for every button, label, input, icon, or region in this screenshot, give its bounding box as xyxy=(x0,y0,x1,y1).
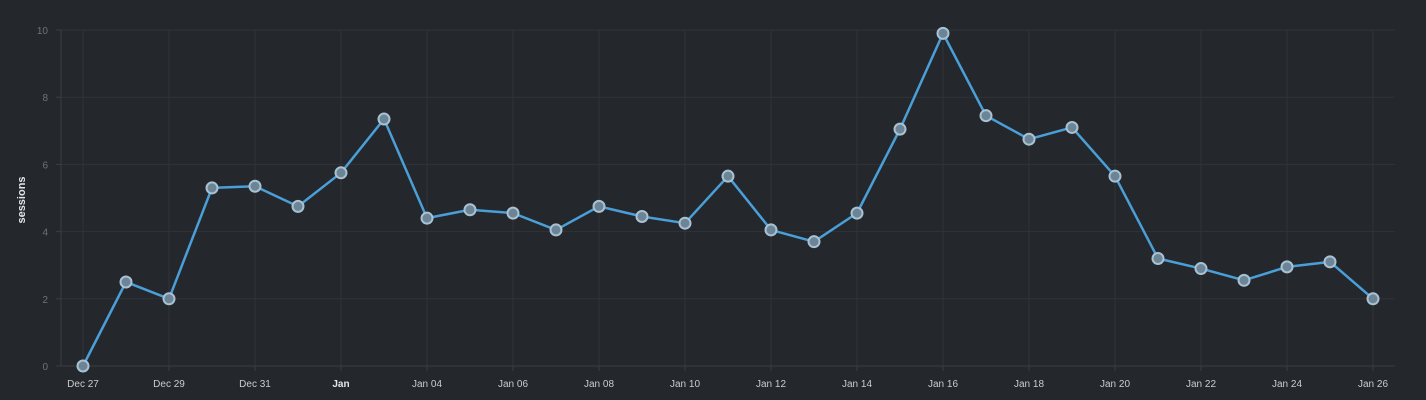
data-point[interactable] xyxy=(1280,260,1294,274)
data-point[interactable] xyxy=(1194,262,1208,276)
y-tick-label: 8 xyxy=(42,93,48,104)
data-point[interactable] xyxy=(1022,132,1036,146)
data-point[interactable] xyxy=(420,211,434,225)
data-point[interactable] xyxy=(979,109,993,123)
x-tick-label: Jan 24 xyxy=(1272,379,1302,390)
data-points xyxy=(76,26,1380,373)
y-axis-ticks: 0 2 4 6 8 10 xyxy=(37,26,49,373)
data-point[interactable] xyxy=(1366,292,1380,306)
data-point[interactable] xyxy=(248,179,262,193)
series xyxy=(81,32,1374,367)
y-tick-label: 0 xyxy=(42,362,48,373)
x-tick-label: Jan 26 xyxy=(1358,379,1388,390)
data-point[interactable] xyxy=(721,169,735,183)
data-point[interactable] xyxy=(119,275,133,289)
x-tick-label: Jan 06 xyxy=(498,379,528,390)
grid xyxy=(61,29,1395,366)
data-point[interactable] xyxy=(334,166,348,180)
x-axis-ticks: Dec 27 Dec 29 Dec 31 Jan Jan 04 Jan 06 Jan 08 J… xyxy=(67,379,1388,390)
data-point[interactable] xyxy=(1151,251,1165,265)
x-tick-label: Dec 31 xyxy=(239,379,271,390)
data-point[interactable] xyxy=(850,206,864,220)
data-point[interactable] xyxy=(635,209,649,223)
data-point[interactable] xyxy=(549,223,563,237)
x-tick-label: Jan 14 xyxy=(842,379,872,390)
data-point[interactable] xyxy=(1237,273,1251,287)
y-tick-label: 6 xyxy=(42,160,48,171)
data-point[interactable] xyxy=(1323,255,1337,269)
x-tick-label: Jan 16 xyxy=(928,379,958,390)
data-point[interactable] xyxy=(463,203,477,217)
data-point[interactable] xyxy=(377,112,391,126)
data-point[interactable] xyxy=(506,206,520,220)
x-tick-label: Jan 04 xyxy=(412,379,442,390)
data-point[interactable] xyxy=(205,181,219,195)
data-point[interactable] xyxy=(291,199,305,213)
data-point[interactable] xyxy=(678,216,692,230)
x-tick-label: Jan 12 xyxy=(756,379,786,390)
data-point[interactable] xyxy=(764,223,778,237)
series-line xyxy=(81,32,1374,367)
data-point[interactable] xyxy=(1065,120,1079,134)
data-point[interactable] xyxy=(936,26,950,40)
y-tick-label: 10 xyxy=(37,26,49,37)
data-point[interactable] xyxy=(76,359,90,373)
axes xyxy=(56,29,1395,371)
x-tick-label: Dec 29 xyxy=(153,379,185,390)
x-tick-label: Jan 20 xyxy=(1100,379,1130,390)
x-tick-label: Jan xyxy=(332,379,349,390)
x-tick-label: Jan 10 xyxy=(670,379,700,390)
data-point[interactable] xyxy=(162,292,176,306)
data-point[interactable] xyxy=(1108,169,1122,183)
x-tick-label: Dec 27 xyxy=(67,379,99,390)
data-point[interactable] xyxy=(592,199,606,213)
data-point[interactable] xyxy=(807,235,821,249)
y-tick-label: 2 xyxy=(42,295,48,306)
x-tick-label: Jan 22 xyxy=(1186,379,1216,390)
x-tick-label: Jan 08 xyxy=(584,379,614,390)
y-tick-label: 4 xyxy=(42,228,48,239)
x-tick-label: Jan 18 xyxy=(1014,379,1044,390)
data-point[interactable] xyxy=(893,122,907,136)
y-axis-label: sessions xyxy=(16,176,28,223)
